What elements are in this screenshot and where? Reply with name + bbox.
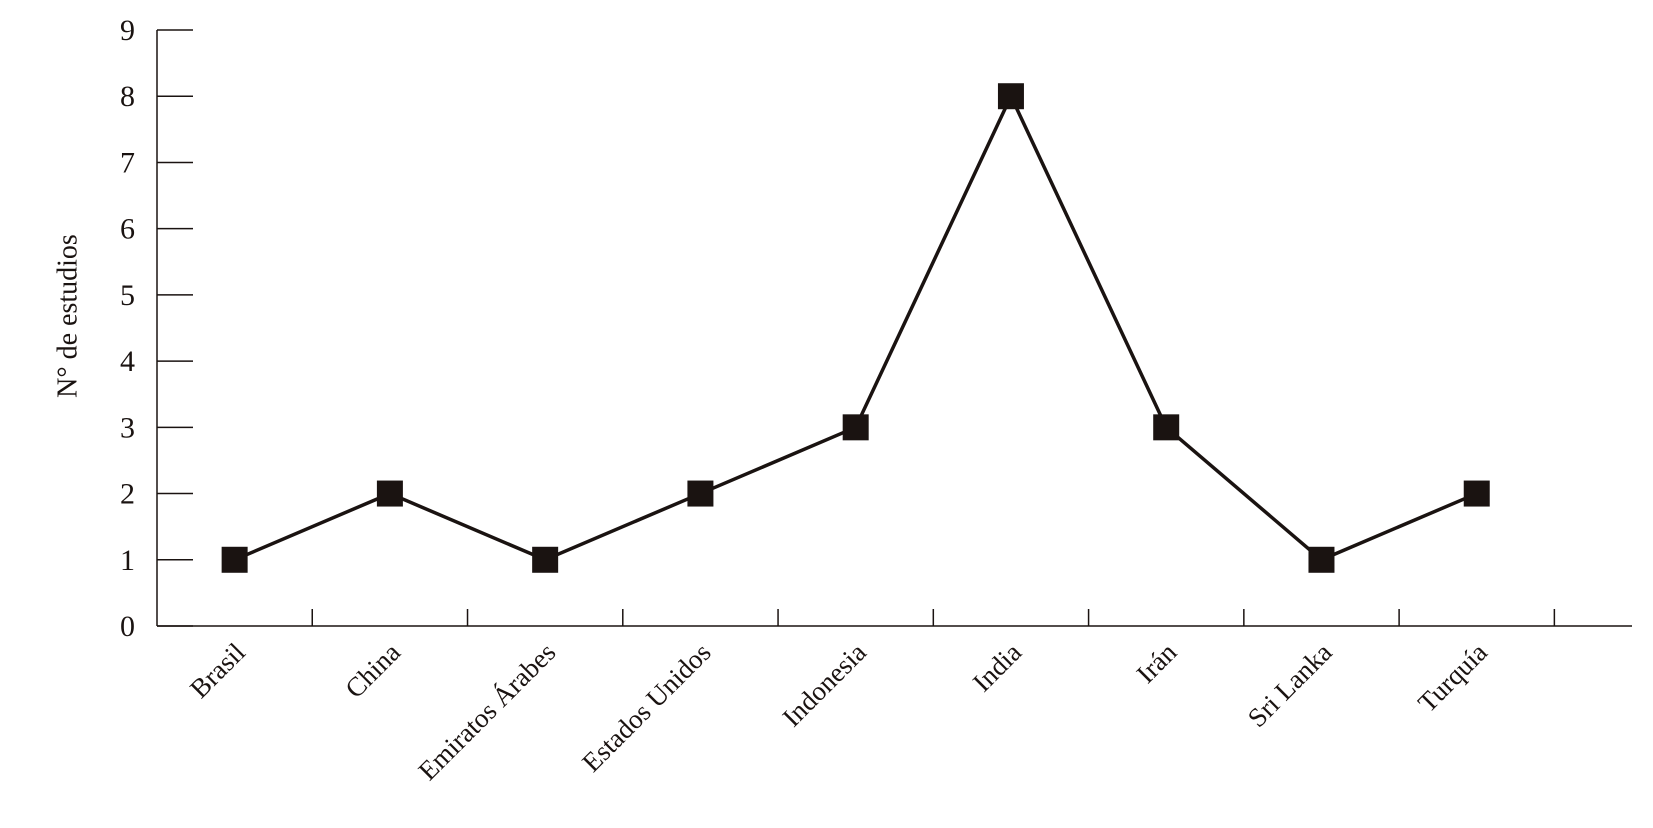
y-tick-label: 9: [120, 14, 135, 47]
x-tick-label: Brasil: [184, 637, 251, 704]
y-tick-label: 3: [120, 411, 135, 444]
marker: [221, 546, 248, 573]
marker: [1308, 546, 1335, 573]
y-tick-label: 2: [120, 478, 135, 511]
marker: [997, 83, 1024, 110]
y-tick-label: 0: [120, 610, 135, 643]
y-tick-label: 4: [120, 345, 135, 378]
x-tick-label: Turquía: [1412, 637, 1493, 718]
y-tick-label: 1: [120, 544, 135, 577]
marker: [376, 480, 403, 507]
y-tick-label: 7: [120, 146, 135, 179]
y-tick-label: 8: [120, 80, 135, 113]
x-tick-label: Indonesia: [776, 637, 871, 732]
marker: [532, 546, 559, 573]
marker: [1153, 414, 1180, 441]
marker: [1463, 480, 1490, 507]
x-tick-label: Sri Lanka: [1242, 637, 1338, 733]
x-tick-label: India: [967, 637, 1027, 697]
y-axis-title: N° de estudios: [52, 234, 83, 398]
data-line: [233, 92, 1478, 562]
marker: [687, 480, 714, 507]
y-tick-label: 5: [120, 279, 135, 312]
y-tick-label: 6: [120, 213, 135, 246]
x-tick-label: Emiratos Árabes: [412, 637, 561, 786]
x-tick-label: Estados Unidos: [576, 637, 717, 778]
x-tick-label: Irán: [1131, 637, 1183, 689]
marker: [842, 414, 869, 441]
x-tick-label: China: [339, 637, 406, 704]
